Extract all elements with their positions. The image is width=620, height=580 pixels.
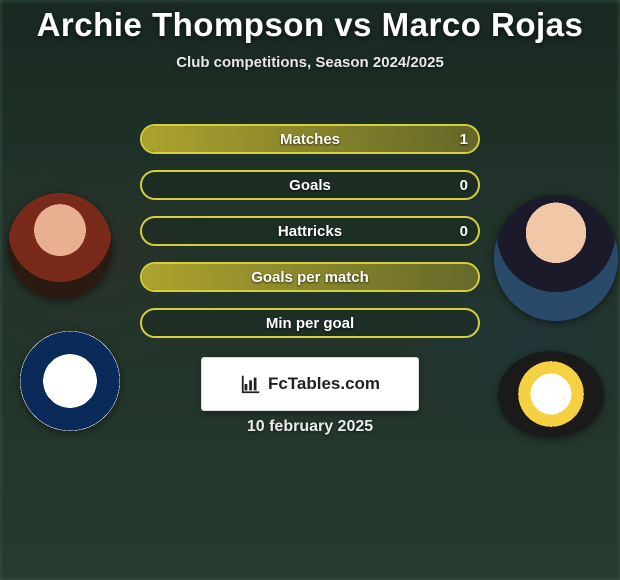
comparison-bars: Matches1Goals0Hattricks0Goals per matchM… (140, 124, 480, 354)
stat-bar: Hattricks0 (140, 216, 480, 246)
date-text: 10 february 2025 (0, 418, 620, 436)
stat-value-right: 0 (450, 218, 478, 244)
page-title: Archie Thompson vs Marco Rojas (0, 0, 620, 44)
card: Archie Thompson vs Marco Rojas Club comp… (0, 0, 620, 580)
player-right-avatar (494, 195, 618, 321)
stat-value-right: 1 (450, 126, 478, 152)
stat-bar: Goals0 (140, 170, 480, 200)
chart-icon (240, 373, 262, 395)
brand-badge: FcTables.com (201, 357, 419, 411)
stat-label: Min per goal (142, 310, 478, 336)
stat-value-right: 0 (450, 172, 478, 198)
subtitle: Club competitions, Season 2024/2025 (0, 54, 620, 71)
stat-bar: Goals per match (140, 262, 480, 292)
stat-label: Hattricks (142, 218, 478, 244)
stat-bar: Matches1 (140, 124, 480, 154)
stat-label: Goals (142, 172, 478, 198)
stat-label: Matches (142, 126, 478, 152)
club-left-badge (20, 331, 120, 431)
stat-label: Goals per match (142, 264, 478, 290)
player-left-avatar (8, 193, 112, 299)
brand-text: FcTables.com (268, 374, 380, 394)
stat-bar: Min per goal (140, 308, 480, 338)
